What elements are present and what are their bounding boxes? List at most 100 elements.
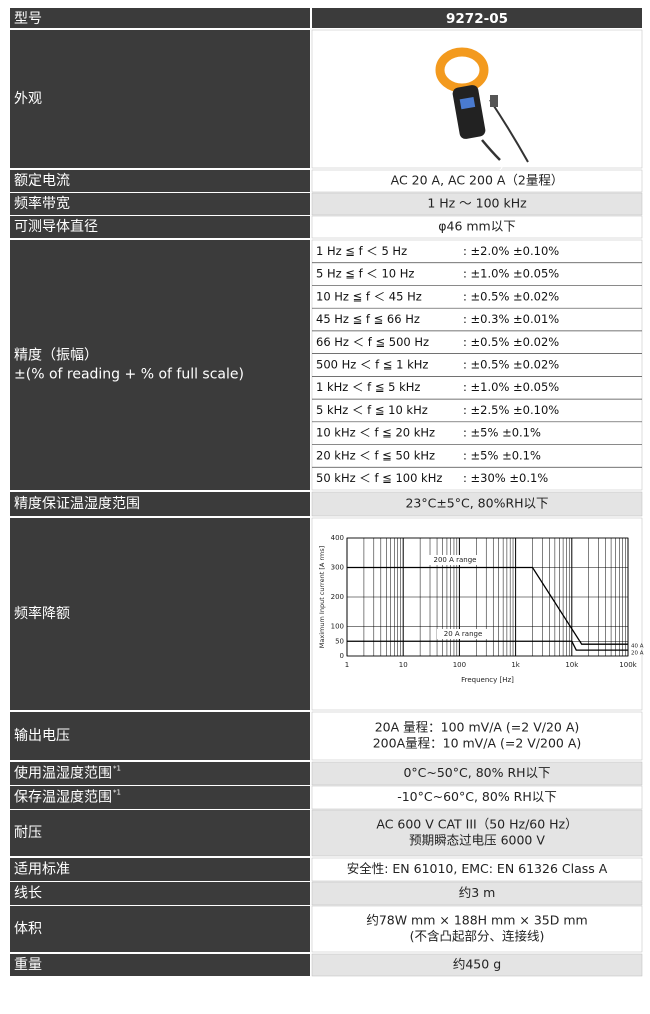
accuracy-range: 1 Hz ≦ f ＜ 5 Hz [316,244,407,258]
value-cell [311,169,643,193]
annotation: 40 A [631,644,644,650]
value-cell [311,857,643,882]
row-value: 安全性: EN 61010, EMC: EN 61326 Class A [347,861,608,876]
row-value: 200A量程：10 mV/A (=2 V/200 A) [373,736,582,751]
label-cell [10,30,310,168]
x-tick-label: 10k [565,661,579,669]
series-line [347,566,628,645]
header-label: 型号 [14,11,42,27]
row-label: 输出电压 [14,728,70,744]
value-cell [311,192,643,216]
series-label: 20 A range [444,630,483,638]
x-axis-label: Frequency [Hz] [461,676,514,684]
row-label: 使用温湿度范围 [14,765,112,782]
series-label-bg [429,555,481,565]
row-label: 耐压 [14,825,42,841]
row-label: 重量 [14,957,42,973]
y-tick-label: 400 [331,534,344,542]
row-label: 体积 [14,921,42,937]
accuracy-value: : ±1.0% ±0.05% [463,380,559,394]
accuracy-range: 20 kHz ＜ f ≦ 50 kHz [316,448,435,462]
x-tick-label: 1k [511,661,520,669]
footnote-mark: *1 [113,789,121,797]
row-value: 预期瞬态过电压 6000 V [409,833,545,848]
row-value: -10°C~60°C, 80% RH以下 [397,789,557,804]
row-label: 精度保证温湿度范围 [14,495,140,512]
value-cell [311,953,643,977]
label-cell [10,193,310,215]
row-label: 频率带宽 [14,195,70,212]
row-label: ±(% of reading + % of full scale) [14,367,244,383]
row-value: 约78W mm × 188H mm × 35D mm [366,913,587,928]
value-cell [311,239,643,491]
series-label-bg [437,629,489,639]
accuracy-value: : ±0.3% ±0.01% [463,312,559,326]
label-cell [10,170,310,192]
y-tick-label: 200 [331,593,344,601]
row-value: AC 600 V CAT III（50 Hz/60 Hz） [376,817,577,832]
series-label: 200 A range [434,556,477,564]
accuracy-range: 5 kHz ＜ f ≦ 10 kHz [316,403,428,417]
label-cell [10,882,310,905]
row-label: 适用标准 [14,862,70,878]
row-value: (不含凸起部分、连接线) [410,929,545,944]
value-cell [311,881,643,906]
label-cell [10,858,310,881]
y-tick-label: 300 [331,564,344,572]
label-cell [10,712,310,760]
label-cell [10,216,310,238]
accuracy-range: 10 kHz ＜ f ≦ 20 kHz [316,426,435,440]
accuracy-value: : ±1.0% ±0.05% [463,267,559,281]
product-image [435,47,529,171]
row-label: 外观 [14,91,42,107]
row-label: 线长 [14,886,42,902]
row-label: 保存温湿度范围 [14,789,112,806]
value-cell [311,711,643,761]
row-value: 1 Hz ～ 100 kHz [427,196,527,211]
row-value: 20A 量程：100 mV/A (=2 V/20 A) [375,720,580,735]
accuracy-value: : ±0.5% ±0.02% [463,289,559,303]
label-cell [10,810,310,856]
label-cell [10,518,310,710]
y-tick-label: 0 [340,652,344,660]
value-cell [311,809,643,857]
accuracy-value: : ±5% ±0.1% [463,426,541,440]
row-label: 精度（振幅） [14,348,98,364]
value-cell [311,761,643,786]
accuracy-range: 66 Hz ＜ f ≦ 500 Hz [316,335,429,349]
row-label: 额定电流 [14,173,70,189]
accuracy-range: 5 Hz ≦ f ＜ 10 Hz [316,267,414,281]
x-tick-label: 10 [399,661,408,669]
row-value: 0°C~50°C, 80% RH以下 [403,765,550,780]
label-cell [10,240,310,490]
y-tick-label: 100 [331,623,344,631]
accuracy-value: : ±30% ±0.1% [463,471,548,485]
label-cell [10,762,310,785]
accuracy-range: 50 kHz ＜ f ≦ 100 kHz [316,471,442,485]
row-value: 约450 g [453,957,501,972]
value-cell [311,905,643,953]
accuracy-range: 500 Hz ＜ f ≦ 1 kHz [316,358,428,372]
x-tick-label: 100 [453,661,466,669]
accuracy-value: : ±0.5% ±0.02% [463,335,559,349]
accuracy-value: : ±2.5% ±0.10% [463,403,559,417]
row-label: 频率降额 [14,605,70,622]
row-label: 可测导体直径 [14,218,98,235]
footnote-mark: *1 [113,765,121,773]
value-cell [311,215,643,239]
y-tick-label: 50 [335,637,344,645]
accuracy-value: : ±2.0% ±0.10% [463,244,559,258]
accuracy-range: 1 kHz ＜ f ≦ 5 kHz [316,380,420,394]
label-cell [10,906,310,952]
header-value: 9272-05 [446,11,508,27]
x-tick-label: 100k [619,661,637,669]
label-cell [10,492,310,516]
row-value: 约3 m [459,885,496,900]
label-cell [10,786,310,809]
accuracy-value: : ±0.5% ±0.02% [463,358,559,372]
row-value: 23°C±5°C, 80%RH以下 [405,496,548,511]
series-line [347,640,628,651]
header-value-cell [312,8,642,28]
row-value: AC 20 A, AC 200 A（2量程） [391,173,564,188]
